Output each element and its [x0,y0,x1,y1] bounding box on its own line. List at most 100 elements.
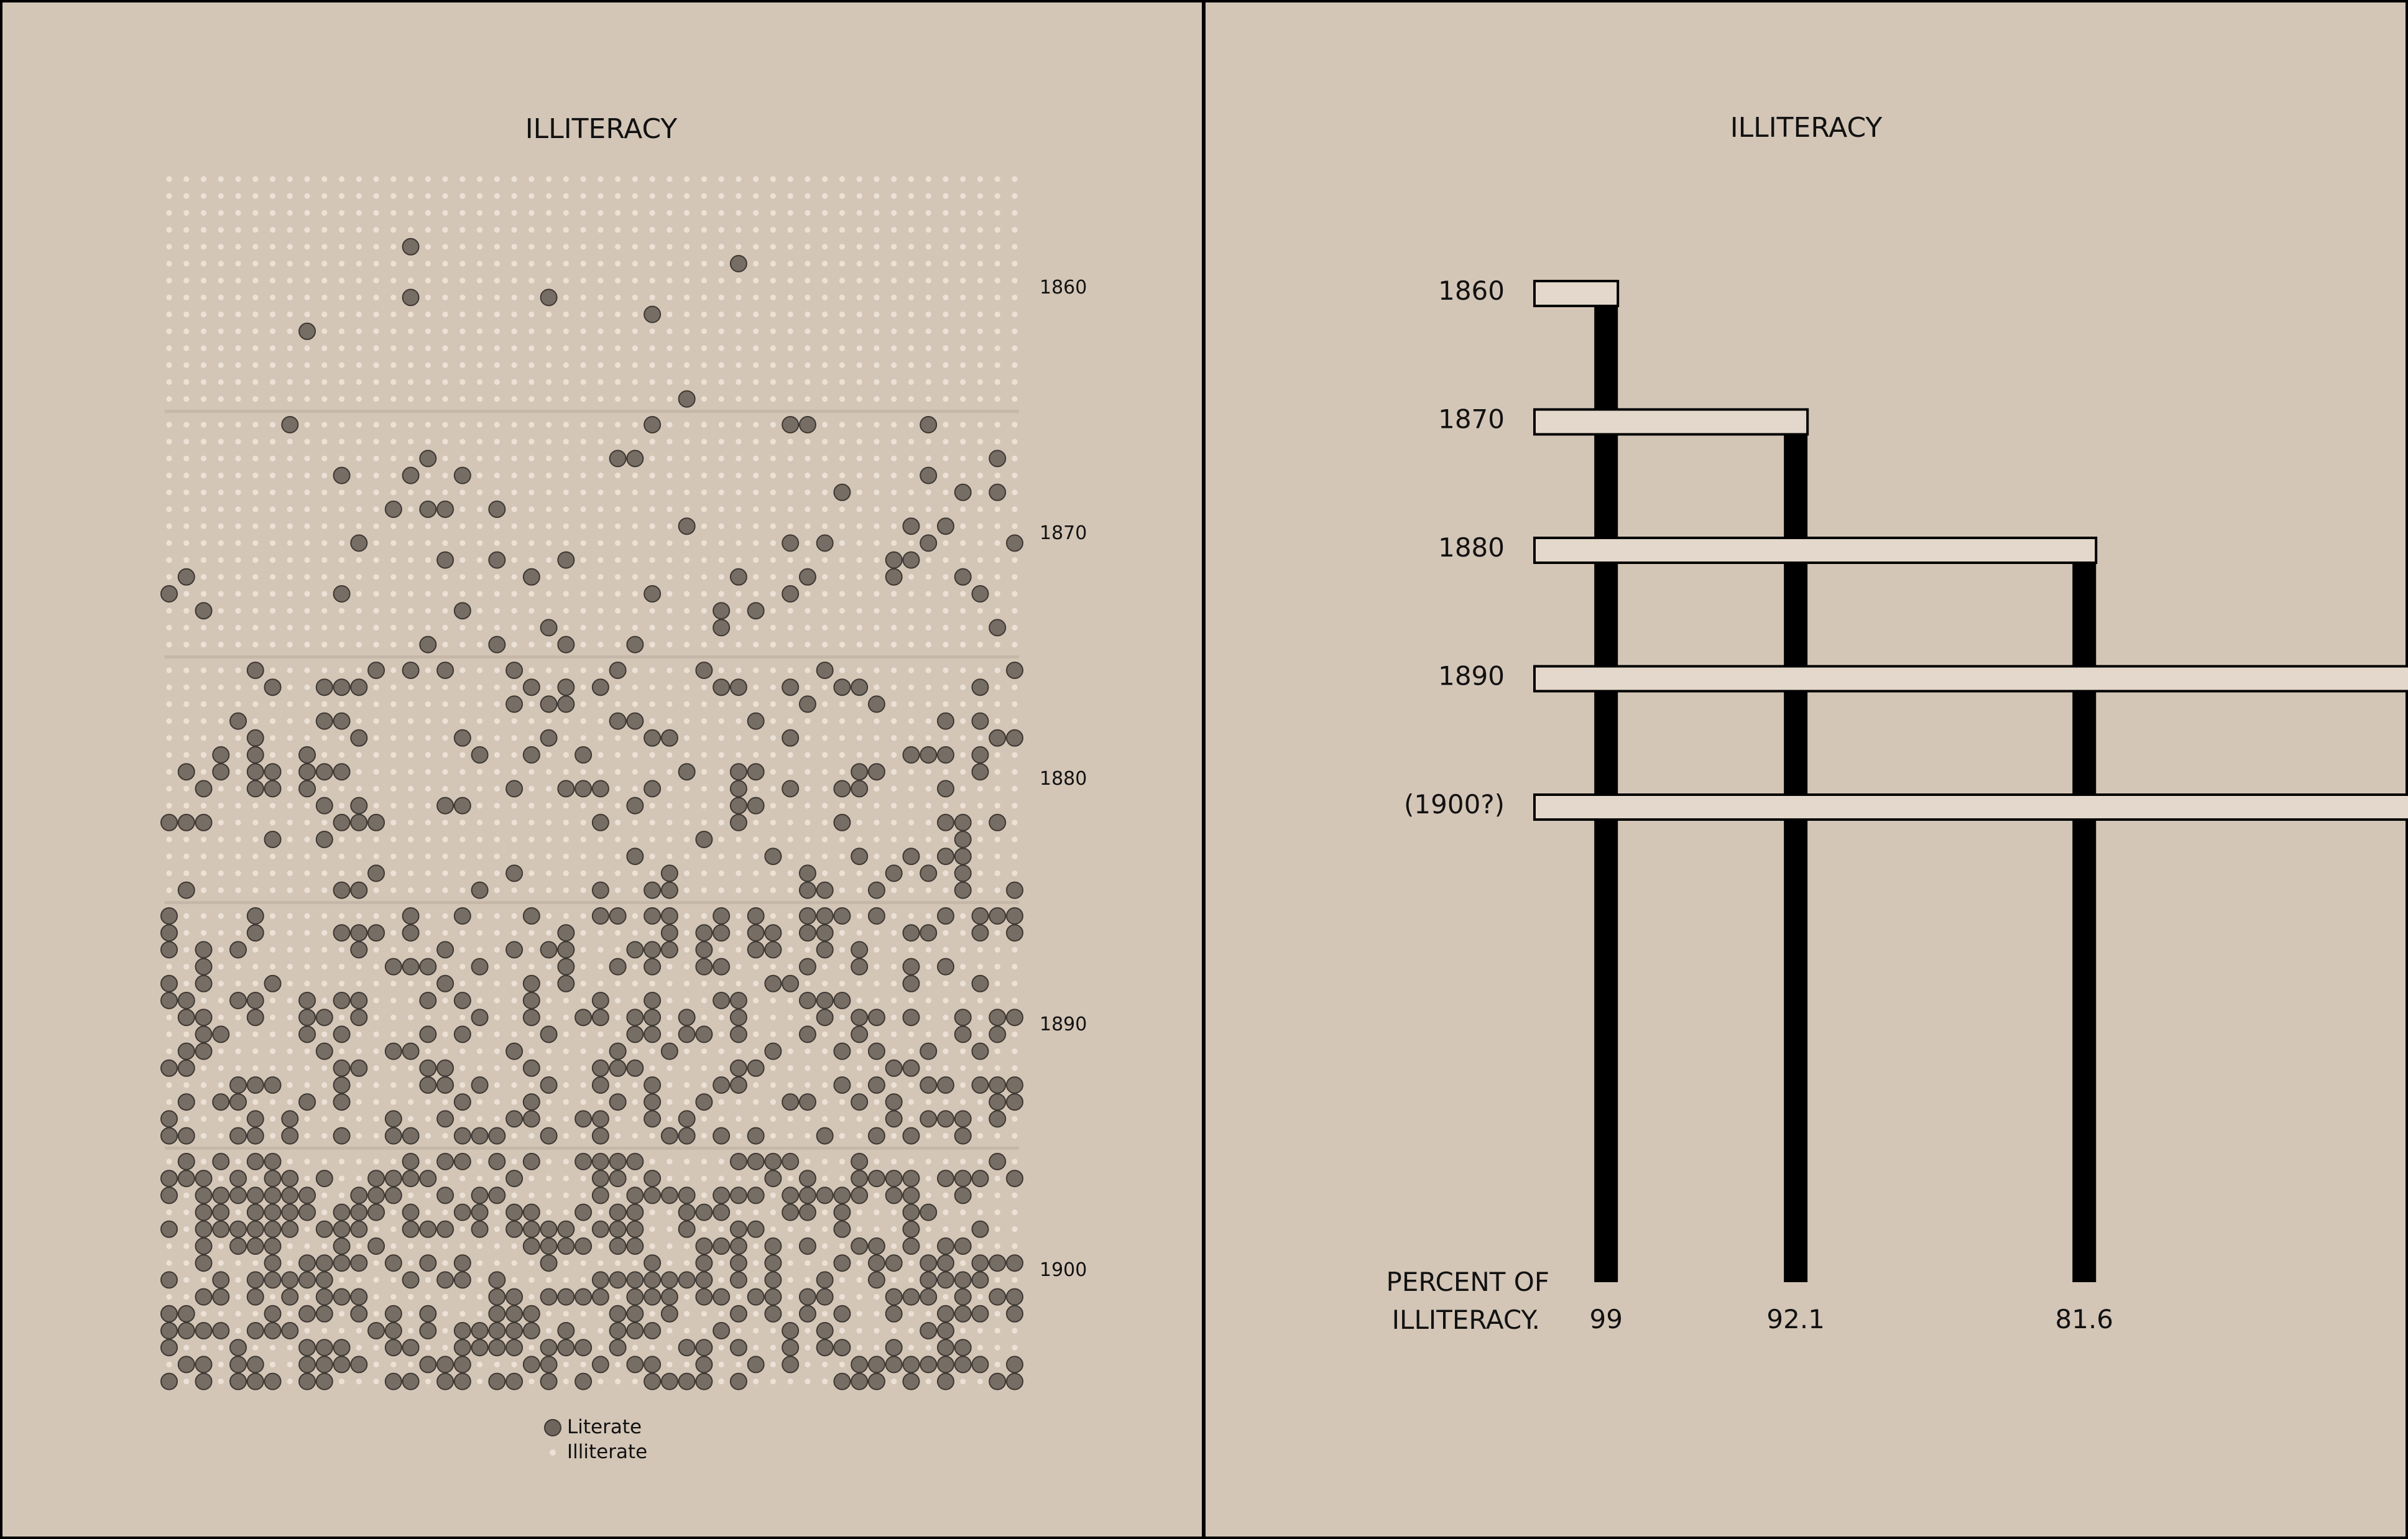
literate-dot-1890 [160,924,178,942]
illiterate-dot-1890 [287,930,293,936]
illiterate-dot-1890 [891,964,897,970]
literate-dot-1900 [471,1186,489,1204]
literate-dot-1870 [453,602,471,620]
illiterate-dot-1880 [218,718,224,724]
bar-1 [1533,408,1809,436]
illiterate-dot-1900 [373,1158,379,1165]
illiterate-dot-1900 [718,1379,724,1385]
literate-dot-1890 [195,958,213,976]
illiterate-dot-1870 [304,473,310,479]
illiterate-dot-1880 [218,701,224,707]
literate-dot-1900 [678,1271,696,1289]
illiterate-dot-1860 [753,312,759,318]
illiterate-dot-1880 [856,752,862,758]
illiterate-dot-1880 [891,769,897,775]
illiterate-dot-1870 [476,489,483,496]
illiterate-dot-1880 [407,684,414,690]
illiterate-dot-1870 [528,540,535,547]
illiterate-dot-1900 [667,1361,673,1367]
illiterate-dot-1860 [856,176,862,182]
illiterate-dot-1880 [753,752,759,758]
illiterate-dot-1880 [701,718,708,724]
illiterate-dot-1900 [891,1379,897,1385]
illiterate-dot-1870 [839,438,846,445]
literate-dot-1880 [505,864,524,882]
illiterate-dot-1860 [839,362,846,368]
literate-dot-1890 [971,1042,989,1060]
literate-dot-1890 [644,1093,662,1111]
illiterate-dot-1880 [805,667,811,673]
illiterate-dot-1890 [442,1099,448,1105]
literate-dot-1890 [936,958,954,976]
illiterate-dot-1860 [407,193,414,199]
illiterate-dot-1870 [805,473,811,479]
literate-dot-1900 [488,1186,506,1204]
literate-dot-1890 [902,1009,920,1027]
illiterate-dot-1890 [183,964,190,970]
illiterate-dot-1890 [373,997,379,1004]
literate-dot-1890 [833,1076,851,1094]
illiterate-dot-1900 [925,1379,931,1385]
illiterate-dot-1860 [891,362,897,368]
illiterate-dot-1880 [321,870,328,876]
illiterate-dot-1880 [546,785,552,792]
literate-dot-1880 [315,831,333,848]
illiterate-dot-1890 [183,913,190,919]
illiterate-dot-1870 [925,438,931,445]
illiterate-dot-1880 [839,836,846,843]
literate-dot-1860 [678,390,696,408]
illiterate-dot-1860 [494,244,500,250]
literate-dot-1890 [816,1127,834,1145]
illiterate-dot-1870 [546,540,552,547]
literate-dot-1900 [764,1254,782,1272]
illiterate-dot-1890 [805,1014,811,1020]
illiterate-dot-1890 [442,913,448,919]
illiterate-dot-1880 [390,887,397,894]
illiterate-dot-1860 [218,277,224,284]
illiterate-dot-1890 [459,946,466,953]
illiterate-dot-1900 [442,1260,448,1266]
illiterate-dot-1890 [943,1031,949,1037]
illiterate-dot-1860 [373,362,379,368]
illiterate-dot-1860 [718,176,724,182]
stem-2 [2072,538,2097,1282]
literate-dot-1900 [798,1186,816,1204]
literate-dot-1890 [384,958,402,976]
illiterate-dot-1880 [822,701,828,707]
literate-dot-1880 [177,881,195,899]
illiterate-dot-1880 [356,836,362,843]
illiterate-dot-1880 [407,853,414,859]
illiterate-dot-1880 [166,667,172,673]
illiterate-dot-1860 [494,345,500,351]
literate-dot-1880 [505,780,524,798]
illiterate-dot-1870 [770,438,777,445]
illiterate-dot-1870 [787,438,793,445]
illiterate-dot-1890 [252,964,259,970]
illiterate-dot-1880 [546,803,552,809]
literate-dot-1900 [505,1372,524,1390]
illiterate-dot-1900 [425,1344,431,1351]
illiterate-dot-1880 [166,887,172,894]
illiterate-dot-1880 [304,836,310,843]
illiterate-dot-1860 [546,176,552,182]
illiterate-dot-1880 [459,870,466,876]
illiterate-dot-1880 [787,769,793,775]
illiterate-dot-1870 [442,438,448,445]
illiterate-dot-1880 [269,752,276,758]
illiterate-dot-1890 [753,997,759,1004]
illiterate-dot-1890 [546,1014,552,1020]
illiterate-dot-1890 [425,1116,431,1122]
illiterate-dot-1900 [925,1158,931,1165]
illiterate-dot-1870 [943,506,949,512]
illiterate-dot-1870 [321,422,328,428]
illiterate-dot-1860 [822,277,828,284]
illiterate-dot-1880 [425,785,431,792]
illiterate-dot-1860 [891,261,897,267]
literate-dot-1900 [591,1153,609,1170]
literate-dot-1890 [453,907,471,925]
illiterate-dot-1860 [476,210,483,216]
illiterate-dot-1900 [476,1260,483,1266]
illiterate-dot-1880 [442,836,448,843]
literate-dot-1890 [989,1076,1007,1094]
illiterate-dot-1890 [321,946,328,953]
